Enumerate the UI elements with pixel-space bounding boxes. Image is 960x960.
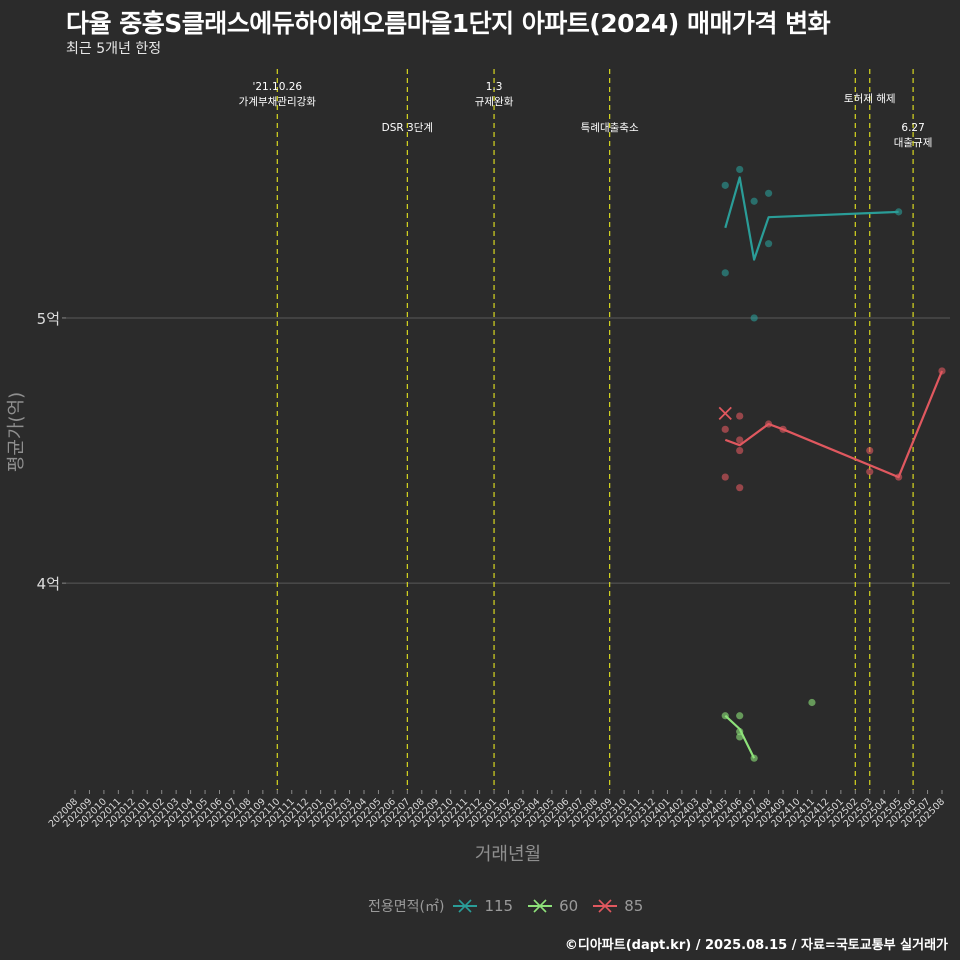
legend-label-115: 115: [484, 897, 514, 915]
y-tick-labels: 4억 5억: [37, 310, 66, 593]
x-tick-labels: 2020082020092020102020112020122021012021…: [47, 790, 947, 830]
legend: 전용면적(㎡) 115 60 85: [368, 896, 657, 916]
legend-item-115: 115: [452, 896, 513, 916]
event-annotation-202503-0: 토허제 해제: [844, 92, 896, 105]
point-115-6: [765, 240, 773, 248]
event-annotation-202110-0: '21.10.26: [252, 81, 302, 93]
legend-title: 전용면적(㎡): [368, 899, 445, 915]
event-lines: [276, 69, 914, 790]
point-85-1: [721, 473, 729, 481]
cross-mark-85-0-b: [718, 406, 732, 421]
y-axis-label: 평균가(억): [6, 392, 27, 472]
grid-lines: [66, 317, 950, 584]
point-115-0: [721, 181, 729, 189]
point-85-9: [866, 468, 874, 476]
legend-key-115: [453, 899, 478, 913]
legend-item-60: 60: [527, 896, 578, 916]
event-annotation-202110-1: 가계부채관리강화: [239, 96, 317, 108]
event-annotation-202301-0: 1.3: [486, 81, 503, 93]
legend-label-60: 60: [559, 897, 579, 915]
point-85-0: [721, 425, 729, 433]
point-60-3: [736, 733, 744, 741]
y-tick-label-1: 5억: [37, 310, 60, 328]
point-85-2: [736, 412, 744, 420]
point-115-3: [750, 197, 758, 205]
chart-title: 다율 중흥S클래스에듀하이해오름마을1단지 아파트(2024) 매매가격 변화: [66, 9, 831, 38]
event-annotation-202309-0: 특례대출축소: [581, 122, 639, 134]
x-axis-label: 거래년월: [475, 844, 541, 865]
series-line-115: [724, 176, 899, 261]
point-85-8: [866, 446, 874, 455]
event-annotation-202207-0: DSR 3단계: [382, 122, 433, 134]
point-115-1: [721, 269, 729, 277]
point-115-7: [895, 208, 903, 216]
event-annotation-202506-0: 6.27: [901, 122, 924, 134]
legend-key-85: [593, 899, 618, 913]
series-line-85: [724, 370, 944, 479]
point-115-5: [765, 189, 773, 197]
series-marks: [718, 165, 946, 762]
point-85-4: [736, 446, 744, 455]
chart-subtitle: 최근 5개년 한정: [66, 41, 162, 57]
point-115-2: [736, 165, 744, 174]
legend-item-85: 85: [592, 896, 643, 916]
point-85-5: [736, 484, 744, 492]
event-annotation-202301-1: 규제완화: [475, 95, 514, 108]
point-115-4: [750, 314, 758, 322]
series-line-60: [724, 714, 756, 759]
source-caption: ©디아파트(dapt.kr) / 2025.08.15 / 자료=국토교통부 실…: [564, 938, 948, 953]
event-annotation-202506-1: 대출규제: [894, 137, 933, 149]
legend-key-60: [528, 899, 553, 913]
point-60-1: [736, 712, 744, 720]
point-85-3: [736, 436, 744, 444]
legend-label-85: 85: [624, 897, 644, 915]
y-tick-label-0: 4억: [37, 575, 60, 593]
point-60-5: [808, 698, 816, 707]
